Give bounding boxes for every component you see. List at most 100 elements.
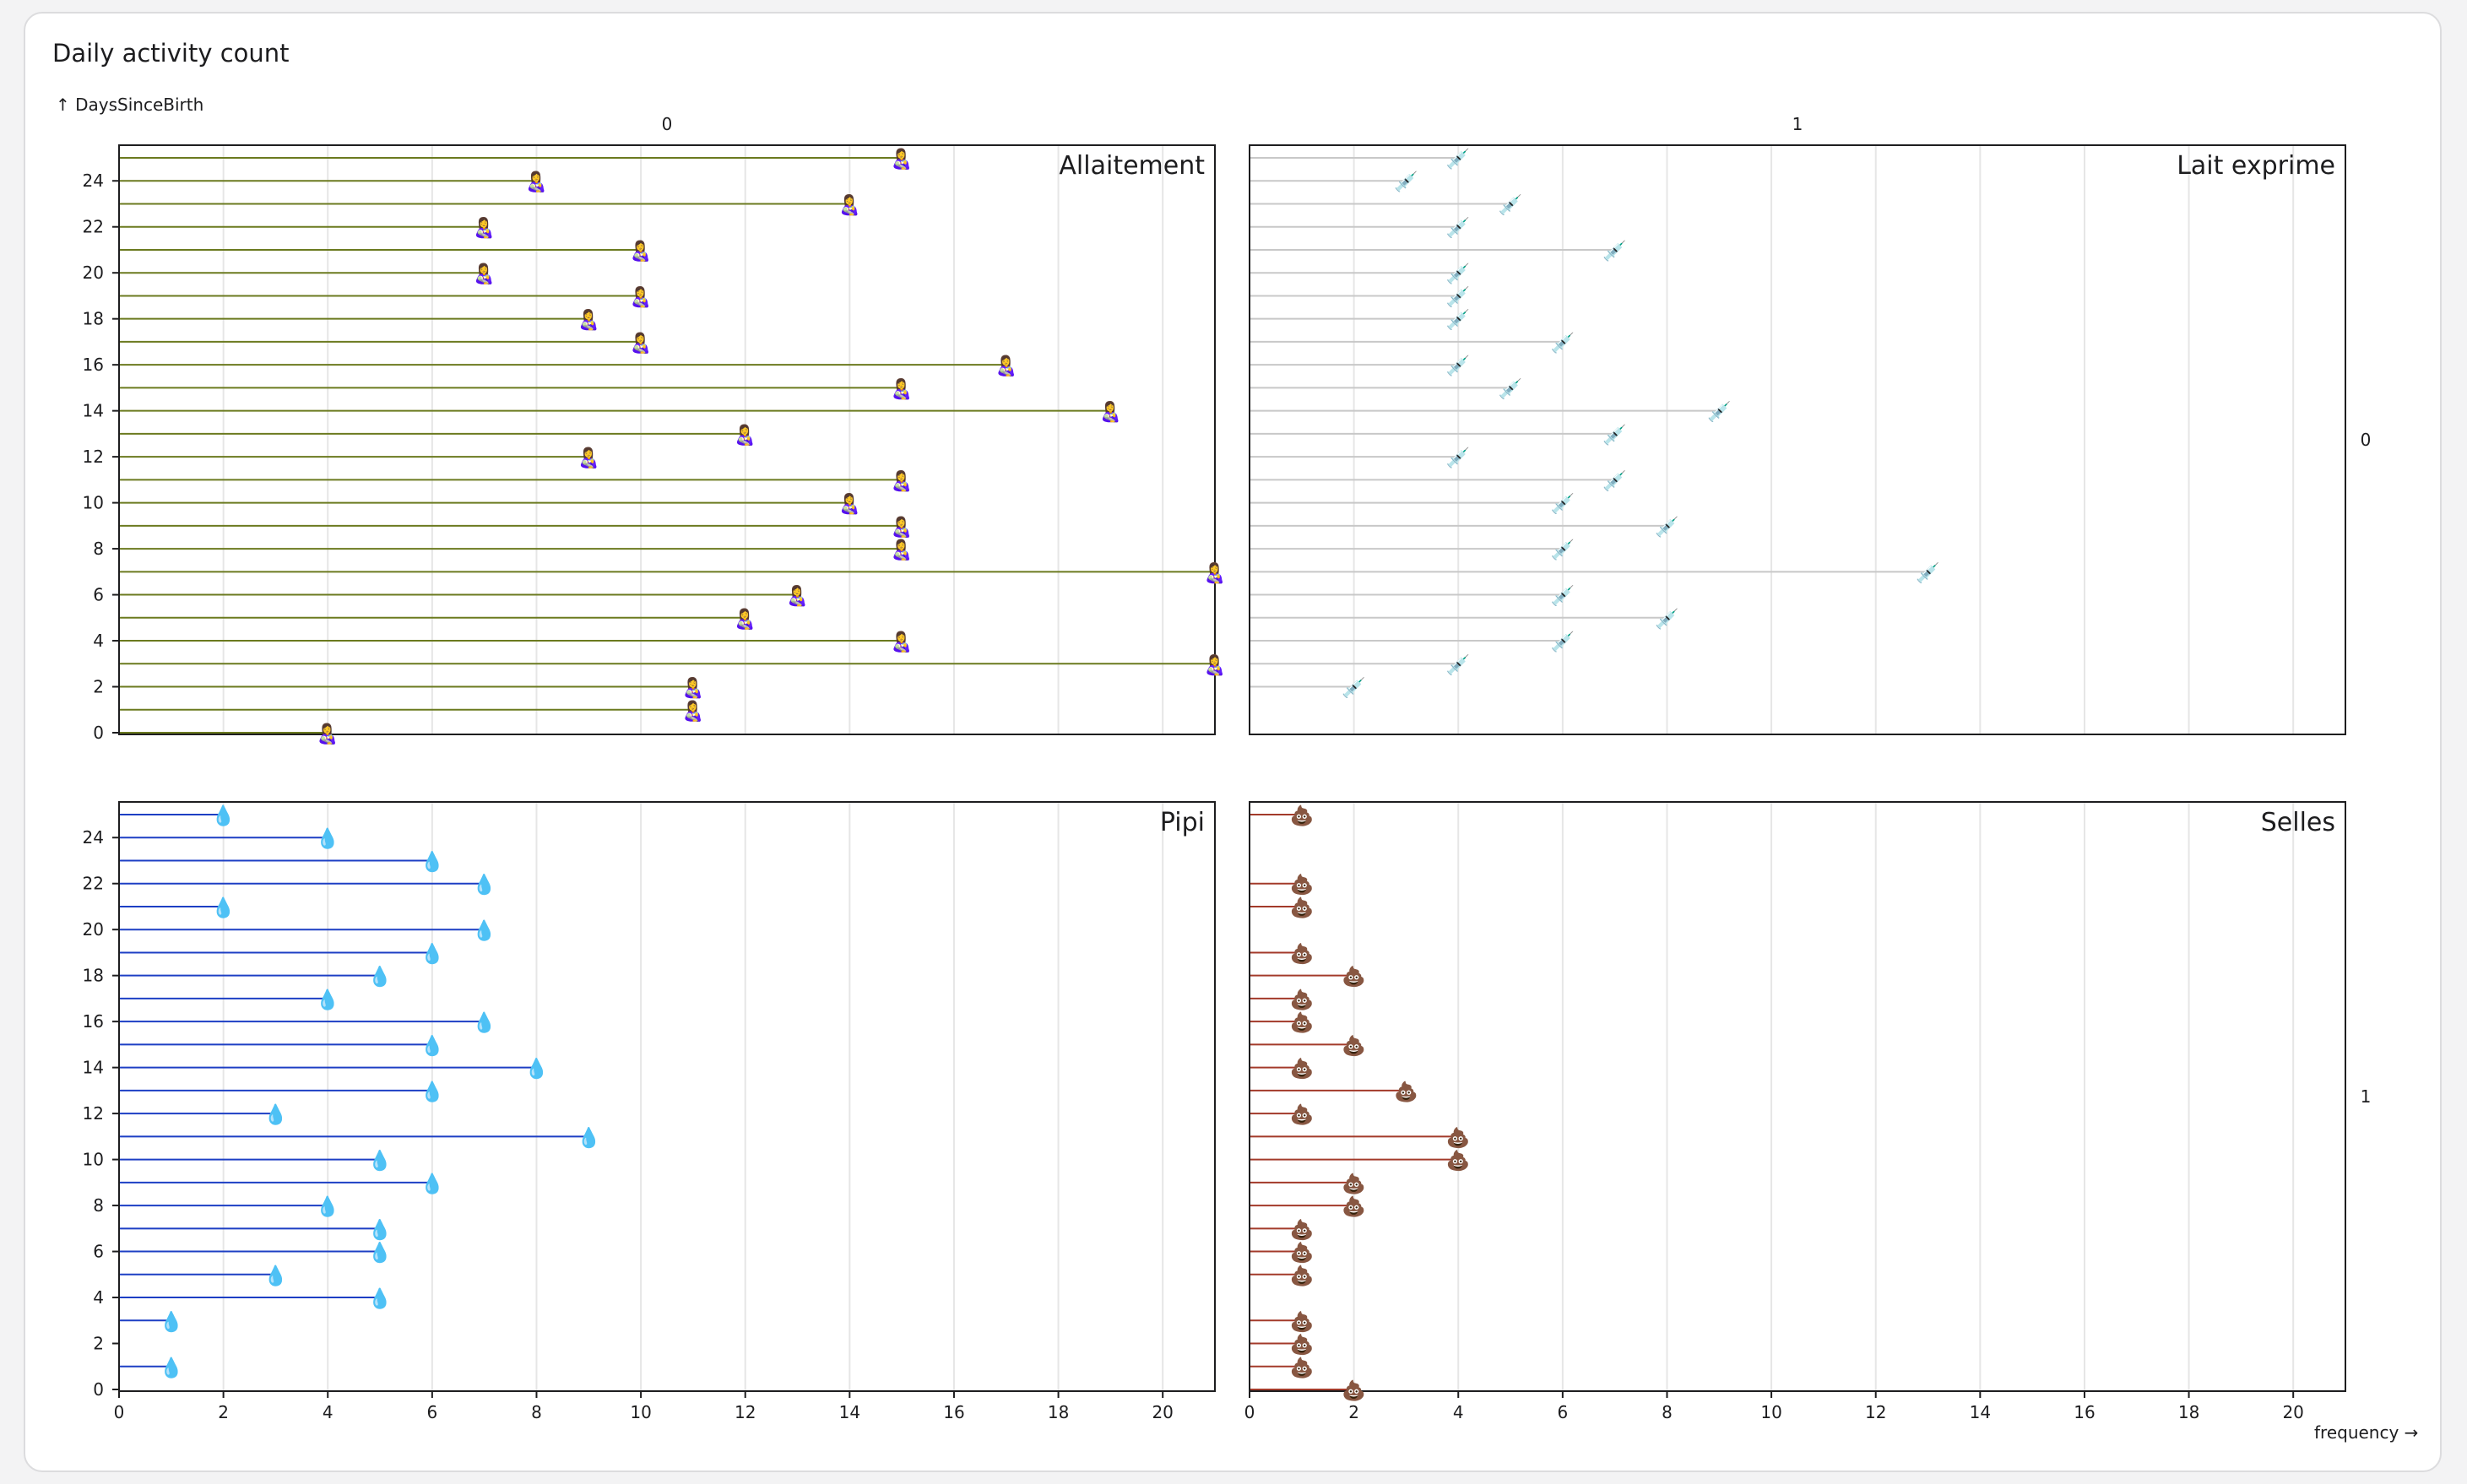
data-point-marker: 💧 [159, 1357, 183, 1379]
y-axis-label: ↑ DaysSinceBirth [56, 95, 203, 115]
data-point-marker: 💉 [1707, 401, 1732, 424]
y-tick-label: 0 [93, 723, 104, 743]
y-tick-label: 14 [83, 401, 104, 421]
chart-title: Daily activity count [52, 39, 290, 68]
data-point-marker: 💧 [472, 874, 496, 896]
data-point-marker: 💩 [1289, 942, 1314, 965]
facet-column-label: 0 [662, 114, 673, 134]
data-point-marker: 💉 [1551, 332, 1575, 355]
data-point-marker: 👩‍🍼 [316, 723, 340, 745]
data-point-marker: 💩 [1289, 1058, 1314, 1081]
y-tick-label: 18 [83, 966, 104, 986]
x-tick-label: 14 [839, 1402, 860, 1422]
data-point-marker: 💧 [316, 988, 340, 1011]
chart-card: Daily activity count [24, 12, 2442, 1472]
data-point-marker: 💧 [577, 1126, 601, 1149]
x-tick-label: 12 [1865, 1402, 1886, 1422]
data-point-marker: 💉 [1551, 585, 1575, 608]
y-tick-label: 12 [83, 447, 104, 467]
data-point-marker: 💧 [368, 1242, 393, 1265]
panel-frame [118, 144, 1216, 735]
data-point-marker: 💧 [420, 942, 445, 965]
data-point-marker: 💉 [1446, 148, 1471, 171]
x-tick-label: 14 [1970, 1402, 1991, 1422]
data-point-marker: 💧 [211, 804, 236, 827]
data-point-marker: 💉 [1602, 240, 1627, 263]
facet-row-label: 0 [2361, 430, 2372, 450]
data-point-marker: 💉 [1446, 217, 1471, 240]
x-tick-label: 6 [1557, 1402, 1568, 1422]
data-point-marker: 💉 [1602, 469, 1627, 492]
data-point-marker: 👩‍🍼 [577, 447, 601, 469]
data-point-marker: 💉 [1916, 561, 1940, 584]
x-tick-label: 4 [323, 1402, 333, 1422]
y-tick-label: 12 [83, 1103, 104, 1124]
x-tick-label: 8 [1662, 1402, 1673, 1422]
y-tick-label: 8 [93, 1195, 104, 1216]
data-point-marker: 💧 [368, 1218, 393, 1241]
y-tick-label: 8 [93, 539, 104, 559]
data-point-marker: 👩‍🍼 [577, 309, 601, 332]
x-tick-label: 18 [1048, 1402, 1069, 1422]
x-tick-label: 0 [1244, 1402, 1255, 1422]
data-point-marker: 💧 [368, 966, 393, 988]
data-point-marker: 👩‍🍼 [629, 240, 653, 263]
data-point-marker: 👩‍🍼 [785, 585, 810, 608]
y-tick-label: 16 [83, 355, 104, 375]
data-point-marker: 💉 [1446, 653, 1471, 676]
data-point-marker: 👩‍🍼 [890, 148, 914, 171]
y-tick-label: 14 [83, 1058, 104, 1078]
data-point-marker: 💩 [1289, 988, 1314, 1011]
y-tick-label: 2 [93, 1334, 104, 1354]
y-tick-label: 10 [83, 493, 104, 513]
panel-frame [1249, 801, 2346, 1392]
x-tick-label: 12 [735, 1402, 756, 1422]
data-point-marker: 💩 [1289, 896, 1314, 919]
facet-row-label: 1 [2361, 1086, 2372, 1107]
y-tick-label: 22 [83, 874, 104, 894]
y-tick-label: 10 [83, 1150, 104, 1170]
data-point-marker: 💉 [1446, 355, 1471, 377]
data-point-marker: 💩 [1289, 1103, 1314, 1126]
data-point-marker: 💧 [472, 919, 496, 942]
data-point-marker: 💩 [1342, 1195, 1366, 1218]
data-point-marker: 💧 [211, 896, 236, 919]
data-point-marker: 💧 [420, 1034, 445, 1057]
data-point-marker: 💉 [1446, 285, 1471, 308]
data-point-marker: 💩 [1289, 1357, 1314, 1379]
data-point-marker: 👩‍🍼 [890, 539, 914, 561]
data-point-marker: 💧 [524, 1058, 549, 1081]
data-point-marker: 👩‍🍼 [629, 332, 653, 355]
data-point-marker: 👩‍🍼 [472, 263, 496, 285]
data-point-marker: 👩‍🍼 [629, 285, 653, 308]
data-point-marker: 💧 [316, 827, 340, 850]
data-point-marker: 👩‍🍼 [1203, 653, 1228, 676]
data-point-marker: 👩‍🍼 [733, 608, 757, 631]
data-point-marker: 💉 [1394, 171, 1418, 193]
data-point-marker: 💩 [1342, 1034, 1366, 1057]
data-point-marker: 💩 [1289, 874, 1314, 896]
data-point-marker: 💧 [420, 1081, 445, 1103]
data-point-marker: 💧 [263, 1265, 288, 1287]
y-tick-label: 22 [83, 217, 104, 237]
data-point-marker: 💩 [1289, 1011, 1314, 1034]
data-point-marker: 💉 [1551, 631, 1575, 653]
data-point-marker: 💧 [368, 1150, 393, 1173]
data-point-marker: 👩‍🍼 [890, 631, 914, 653]
data-point-marker: 💧 [472, 1011, 496, 1034]
y-tick-label: 18 [83, 309, 104, 329]
x-tick-label: 2 [218, 1402, 229, 1422]
data-point-marker: 💉 [1655, 516, 1679, 539]
data-point-marker: 💩 [1446, 1126, 1471, 1149]
data-point-marker: 👩‍🍼 [1098, 401, 1123, 424]
x-tick-label: 0 [114, 1402, 125, 1422]
data-point-marker: 💉 [1602, 424, 1627, 447]
data-point-marker: 👩‍🍼 [681, 700, 706, 723]
data-point-marker: 💩 [1446, 1150, 1471, 1173]
panel-frame [118, 801, 1216, 1392]
y-tick-label: 0 [93, 1379, 104, 1400]
data-point-marker: 💉 [1655, 608, 1679, 631]
facet-title: Selles [2261, 808, 2335, 837]
data-point-marker: 💩 [1394, 1081, 1418, 1103]
data-point-marker: 💩 [1342, 1173, 1366, 1195]
